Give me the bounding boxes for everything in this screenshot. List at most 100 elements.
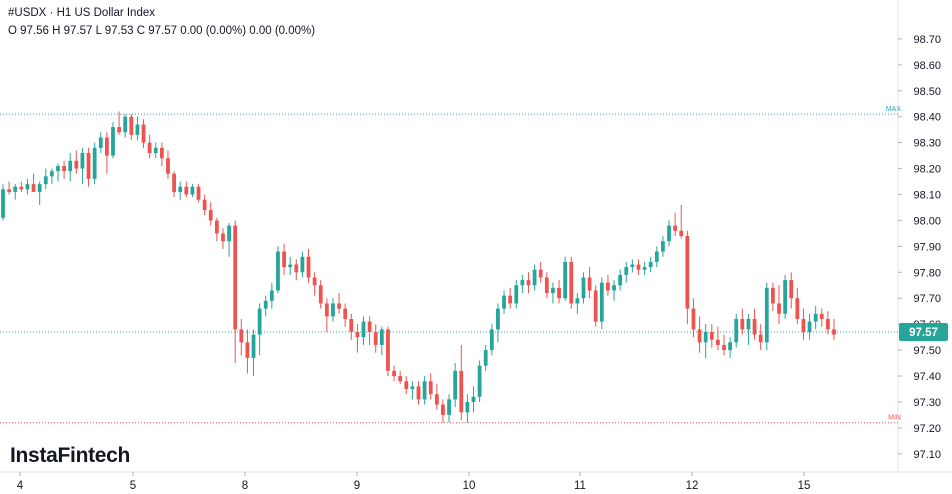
candle [508, 287, 513, 309]
candle-body [166, 158, 170, 174]
candle-body [355, 331, 360, 338]
candle-body [410, 386, 415, 390]
candle [764, 282, 769, 351]
candle [404, 376, 409, 395]
candle-body [477, 365, 482, 397]
candle-body [159, 147, 164, 159]
candle-body [202, 199, 207, 211]
candle [386, 326, 390, 377]
candle-body [819, 313, 824, 319]
candle [459, 344, 464, 421]
candle [398, 370, 403, 384]
candle [422, 376, 427, 405]
candle-body [80, 153, 85, 169]
candle-body [569, 261, 574, 304]
candle-body [673, 225, 678, 231]
candle [532, 264, 537, 291]
candle-body [728, 342, 733, 351]
candle [569, 256, 574, 309]
candle-body [306, 256, 311, 278]
candle [135, 116, 140, 141]
x-tick-label: 11 [574, 480, 586, 492]
candle-body [795, 298, 800, 319]
candle [19, 181, 24, 192]
candle-body [648, 261, 653, 268]
candle-body [563, 261, 568, 299]
last-price-tag-label: 97.57 [909, 327, 938, 339]
candle-body [703, 331, 708, 343]
candle-body [508, 295, 513, 304]
candle-body [404, 381, 409, 390]
candle [379, 326, 384, 356]
candle [276, 246, 280, 294]
candle-body [196, 186, 201, 200]
candle-body [624, 267, 629, 275]
candle [129, 114, 134, 141]
candle-body [783, 280, 788, 314]
candle [202, 194, 207, 216]
candle-body [86, 153, 91, 179]
candle [13, 184, 18, 200]
candle-body [349, 318, 354, 332]
candle [734, 313, 739, 348]
candle [716, 326, 720, 351]
candle-body [245, 342, 250, 358]
candle [526, 272, 531, 294]
candle [520, 274, 525, 294]
y-tick-label: 97.40 [913, 371, 941, 383]
candle-body [587, 277, 592, 291]
candle-body [367, 321, 372, 332]
candle [62, 160, 66, 179]
y-tick-label: 97.70 [913, 293, 941, 305]
candle [312, 272, 317, 296]
candle [227, 223, 231, 257]
candle [324, 298, 329, 332]
candle [196, 184, 201, 203]
candle [153, 142, 158, 159]
x-tick-label: 12 [686, 480, 699, 492]
candle-body [49, 171, 54, 177]
candle-body [111, 127, 115, 156]
candle-body [7, 189, 12, 192]
candle [777, 285, 781, 325]
candle-body [129, 116, 134, 135]
candle [599, 277, 604, 330]
candle [636, 259, 641, 275]
candle-body [117, 127, 121, 133]
candle-body [318, 285, 323, 304]
x-tick-label: 4 [17, 480, 24, 492]
x-tick-label: 5 [130, 480, 136, 492]
candle [709, 324, 714, 348]
candle [428, 373, 433, 400]
candle [208, 202, 213, 226]
candle-body [471, 396, 476, 402]
candle [92, 142, 97, 185]
candle [703, 324, 708, 358]
candle-body [441, 404, 445, 415]
candle [575, 293, 580, 314]
y-tick-label: 97.90 [913, 241, 941, 253]
candle-body [263, 300, 268, 309]
candle-body [56, 165, 60, 172]
candle [563, 256, 568, 301]
candle [184, 181, 189, 198]
candle [367, 316, 372, 345]
candle [159, 142, 164, 166]
candle-body [575, 298, 580, 304]
candle-body [654, 251, 659, 262]
y-tick-label: 98.10 [913, 190, 941, 202]
candle [606, 274, 610, 296]
candle-body [312, 277, 317, 286]
x-tick-label: 10 [463, 480, 476, 492]
time-axis: 4 5 8 9 10 11 12 15 [17, 472, 810, 492]
candle-body [606, 282, 610, 291]
candle-body [227, 225, 231, 242]
candle-body [593, 290, 598, 322]
candle-body [233, 225, 238, 330]
candle-body [104, 137, 109, 156]
candle [300, 251, 305, 278]
candle [819, 308, 824, 327]
candle [832, 318, 836, 340]
candle-body [447, 399, 451, 415]
